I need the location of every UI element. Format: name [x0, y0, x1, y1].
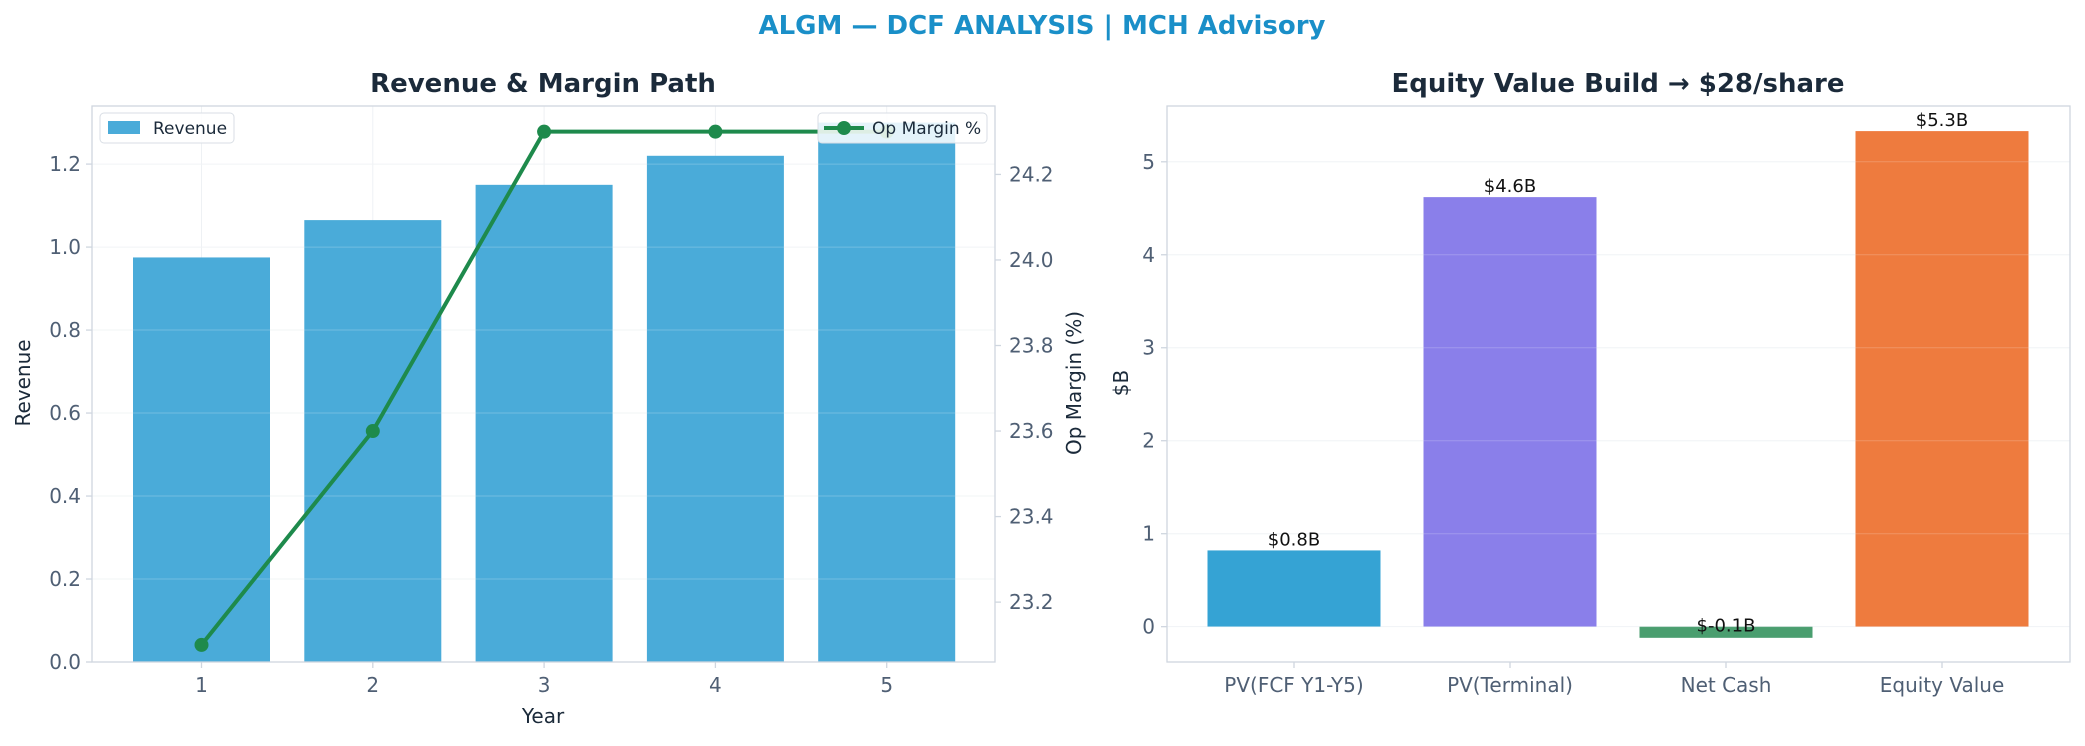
revenue-bar: [304, 220, 442, 662]
y-tick-label: 5: [1142, 150, 1155, 174]
revenue-bar: [133, 257, 270, 662]
x-tick-label: Net Cash: [1681, 673, 1772, 697]
op-margin-point: [194, 637, 209, 652]
x-tick-label: PV(Terminal): [1447, 673, 1573, 697]
x-tick-label: 4: [709, 673, 722, 697]
y-tick-label: 0.0: [49, 650, 81, 674]
left-x-ticks: 1 2 3 4 5: [195, 662, 893, 697]
revenue-bar: [818, 122, 956, 662]
y2-tick-label: 24.2: [1009, 162, 1054, 186]
x-tick-label: 3: [538, 673, 551, 697]
x-tick-label: Equity Value: [1880, 673, 2005, 697]
y-tick-label: 0: [1142, 615, 1155, 639]
equity-bar: [1207, 550, 1381, 627]
bar-data-label: $4.6B: [1484, 176, 1536, 197]
y2-tick-label: 24.0: [1009, 248, 1054, 272]
y2-tick-label: 23.2: [1009, 590, 1054, 614]
bar-data-label: $5.3B: [1916, 110, 1968, 131]
op-margin-point: [537, 124, 552, 139]
left-y2-axis-label: Op Margin (%): [1062, 311, 1086, 455]
right-axes-frame: [1166, 105, 2071, 663]
equity-bars: [1207, 131, 2029, 638]
equity-build-chart: Equity Value Build → $28/share $B $0.8B$…: [1109, 69, 2071, 697]
y2-tick-label: 23.4: [1009, 505, 1054, 529]
revenue-margin-chart: Revenue & Margin Path Year Revenue Op Ma…: [11, 69, 1086, 728]
revenue-bar: [646, 155, 784, 662]
y-tick-label: 4: [1142, 243, 1155, 267]
y-tick-label: 2: [1142, 429, 1155, 453]
equity-bar: [1639, 626, 1813, 638]
op-margin-point: [708, 124, 723, 139]
right-grid-overlay: [1167, 161, 2070, 628]
equity-data-labels: $0.8B $4.6B $-0.1B $5.3B: [1268, 110, 1968, 637]
legend-box: [99, 112, 235, 144]
left-y2-ticks: 23.2 23.4 23.6 23.8 24.0 24.2: [995, 162, 1054, 614]
legend-marker: [837, 121, 851, 135]
y-tick-label: 0.8: [49, 318, 81, 342]
revenue-bars: [133, 122, 956, 662]
bar-data-label: $-0.1B: [1697, 616, 1756, 637]
legend-swatch: [108, 121, 140, 134]
left-y-ticks: 0.0 0.2 0.4 0.6 0.8 1.0 1.2: [49, 152, 92, 674]
y-tick-label: 0.2: [49, 567, 81, 591]
right-x-ticks: PV(FCF Y1-Y5) PV(Terminal) Net Cash Equity …: [1224, 662, 2004, 697]
legend-op-margin: Op Margin %: [817, 112, 988, 144]
x-tick-label: PV(FCF Y1-Y5): [1224, 673, 1363, 697]
y-tick-label: 3: [1142, 336, 1155, 360]
x-tick-label: 5: [880, 673, 893, 697]
y-tick-label: 1.0: [49, 235, 81, 259]
y2-tick-label: 23.8: [1009, 334, 1054, 358]
y-tick-label: 0.6: [49, 401, 81, 425]
bar-data-label: $0.8B: [1268, 529, 1320, 550]
y2-tick-label: 23.6: [1009, 419, 1054, 443]
equity-bar: [1423, 197, 1597, 627]
equity-bar: [1855, 131, 2029, 627]
revenue-bar: [475, 184, 613, 662]
y-tick-label: 1.2: [49, 152, 81, 176]
right-chart-title: Equity Value Build → $28/share: [1392, 69, 1845, 99]
left-chart-title: Revenue & Margin Path: [370, 69, 716, 99]
legend-box: [817, 112, 988, 144]
right-y-axis-label: $B: [1109, 370, 1133, 396]
left-x-axis-label: Year: [521, 704, 565, 728]
x-tick-label: 2: [366, 673, 379, 697]
figure-title: ALGM — DCF ANALYSIS | MCH Advisory: [758, 11, 1325, 41]
x-tick-label: 1: [195, 673, 208, 697]
y-tick-label: 1: [1142, 522, 1155, 546]
legend-label: Revenue: [153, 119, 227, 139]
right-y-ticks: 0 1 2 3 4 5: [1142, 150, 1167, 639]
legend-revenue: Revenue: [99, 112, 235, 144]
op-margin-point: [365, 424, 380, 439]
y-tick-label: 0.4: [49, 484, 81, 508]
legend-label: Op Margin %: [872, 119, 981, 139]
left-y-axis-label: Revenue: [11, 339, 35, 426]
